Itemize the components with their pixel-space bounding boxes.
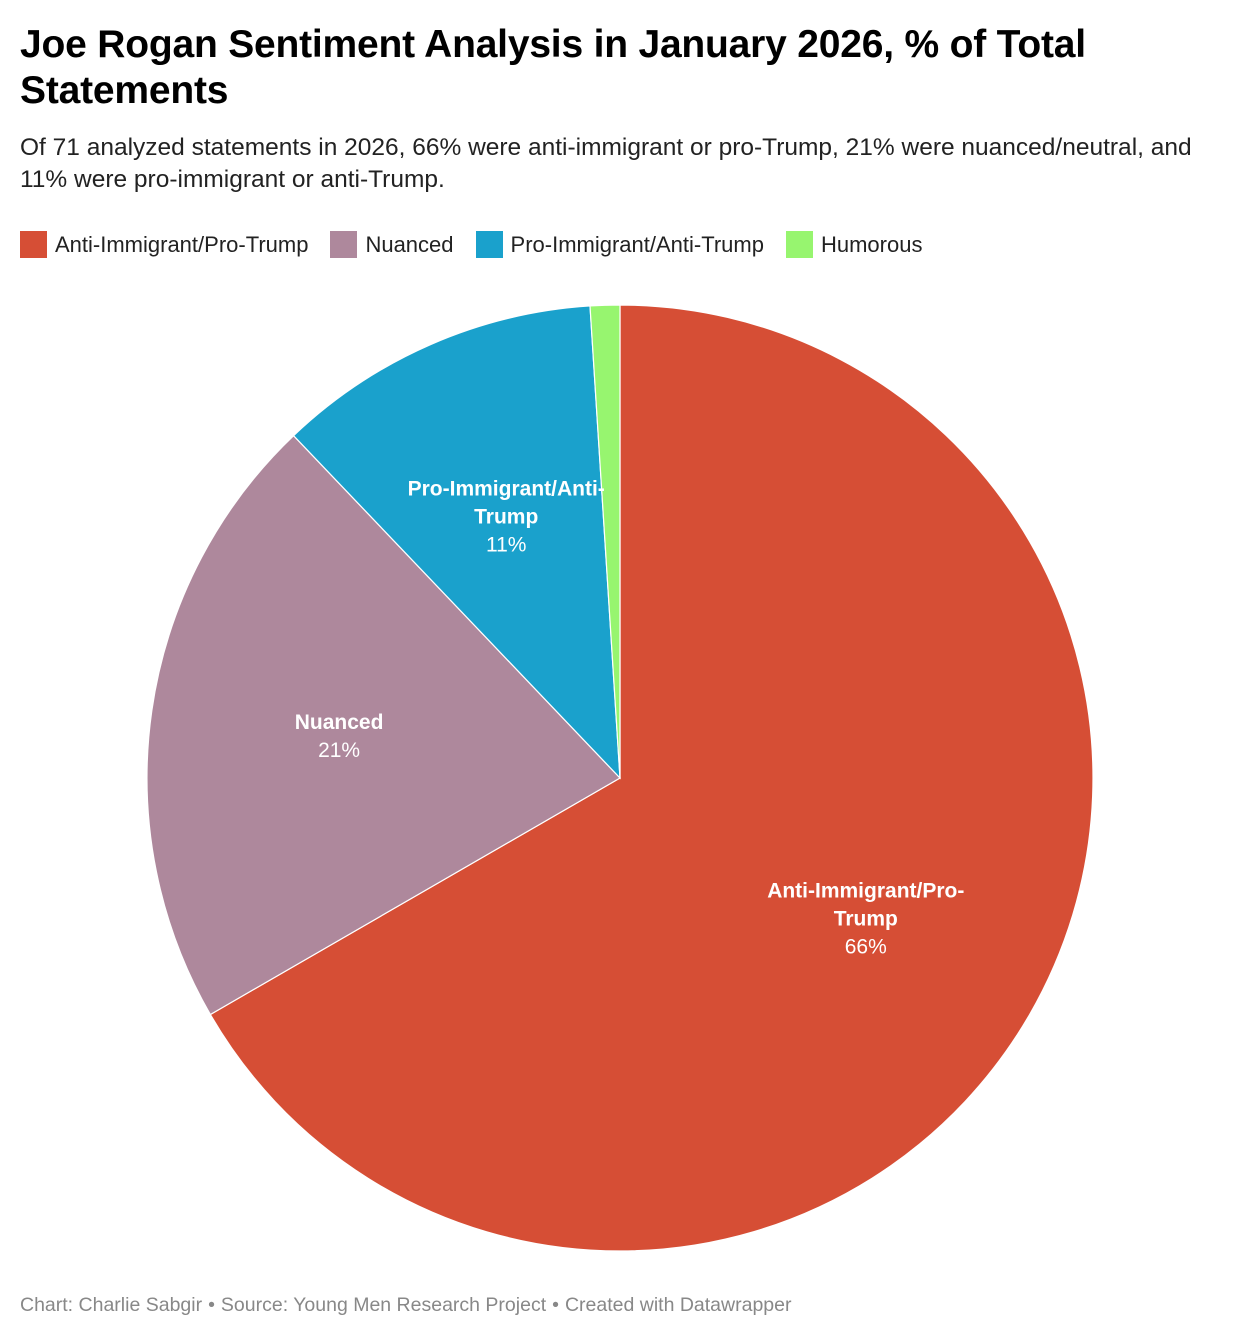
chart-subtitle: Of 71 analyzed statements in 2026, 66% w… (20, 134, 1192, 193)
legend-item: Nuanced (330, 231, 454, 258)
slice-label: Trump (834, 907, 898, 930)
slice-label: Trump (474, 506, 538, 529)
pie-slice (146, 434, 621, 1016)
slice-value-label: 66% (845, 935, 887, 958)
legend-label: Anti-Immigrant/Pro-Trump (55, 231, 309, 257)
slice-label: Pro-Immigrant/Anti- (408, 478, 605, 501)
slice-label: Nuanced (295, 711, 384, 734)
legend-swatch (330, 231, 358, 258)
legend-swatch (475, 231, 503, 258)
pie-slice (209, 304, 1094, 1252)
chart-credit: Chart: Charlie Sabgir (20, 1294, 203, 1316)
legend-item: Pro-Immigrant/Anti-Trump (475, 231, 764, 258)
slice-label: Anti-Immigrant/Pro- (767, 879, 964, 902)
legend-item: Humorous (785, 231, 923, 258)
legend-label: Humorous (820, 231, 923, 257)
chart-title: Joe Rogan Sentiment Analysis in January … (20, 23, 1086, 112)
legend-swatch (20, 231, 47, 258)
chart-legend: Anti-Immigrant/Pro-Trump Nuanced Pro-Immig… (20, 231, 922, 258)
source-credit: Source: Young Men Research Project (220, 1294, 547, 1316)
legend-swatch (785, 231, 813, 258)
pie-slice (292, 305, 621, 780)
footer-separator: • (208, 1294, 215, 1316)
footer-separator: • (552, 1294, 559, 1316)
chart-header: Joe Rogan Sentiment Analysis in January … (20, 22, 1210, 196)
pie-slice (589, 304, 621, 779)
chart-footer: Chart: Charlie Sabgir • Source: Young Men … (20, 1294, 791, 1317)
slice-value-label: 21% (318, 739, 360, 762)
legend-label: Nuanced (365, 231, 454, 257)
created-with-credit: Created with Datawrapper (564, 1294, 792, 1316)
legend-item: Anti-Immigrant/Pro-Trump (20, 231, 308, 258)
slice-value-label: 11% (486, 534, 526, 557)
legend-label: Pro-Immigrant/Anti-Trump (510, 231, 764, 257)
